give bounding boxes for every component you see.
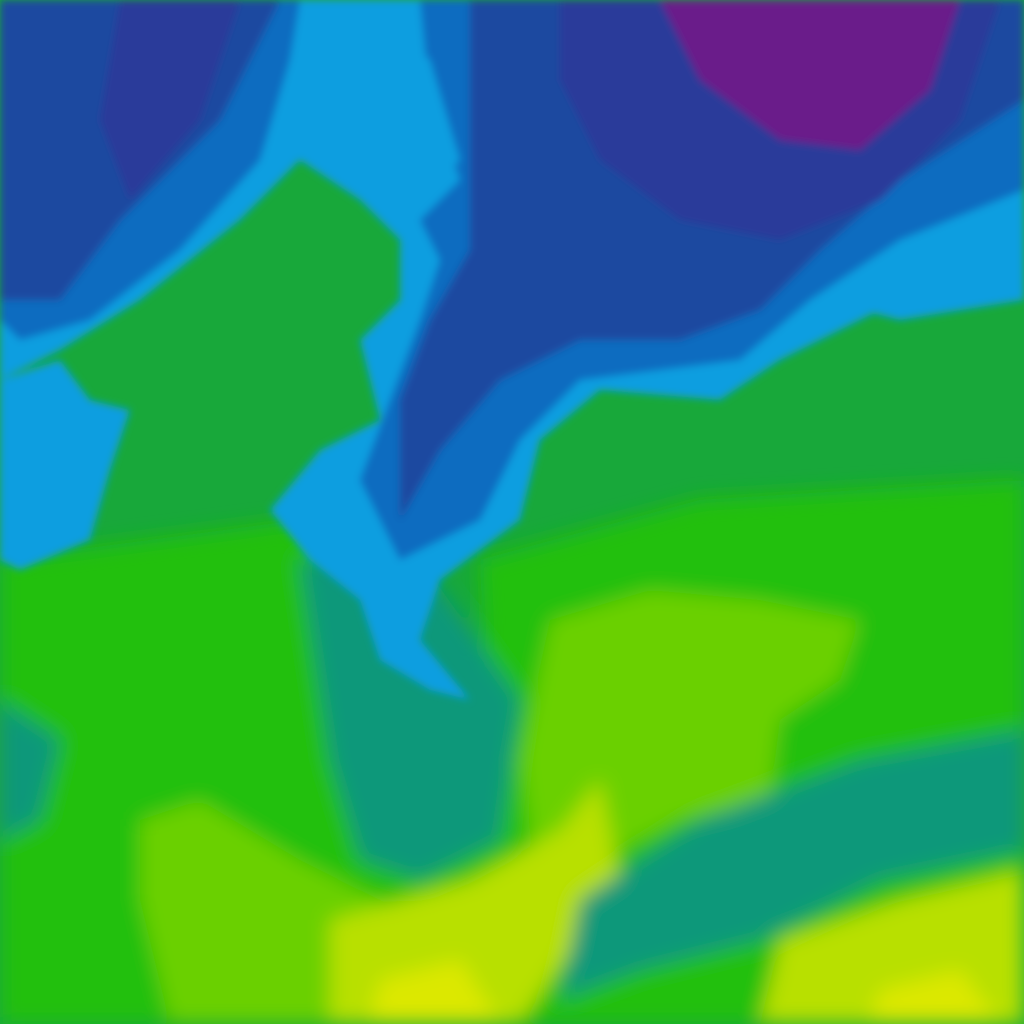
central-teal-band — [300, 560, 520, 880]
southeast-teal-band — [560, 730, 1024, 1000]
southeast-yellow — [870, 970, 1000, 1024]
west-cold-pocket — [0, 360, 130, 570]
upper-light-blue-tongue — [300, 10, 460, 200]
cold-core-purple — [660, 0, 960, 150]
west-teal-band — [0, 700, 60, 840]
east-light-blue-band — [820, 200, 1024, 320]
south-yellow-green — [330, 780, 620, 1024]
south-yellow — [370, 960, 500, 1024]
